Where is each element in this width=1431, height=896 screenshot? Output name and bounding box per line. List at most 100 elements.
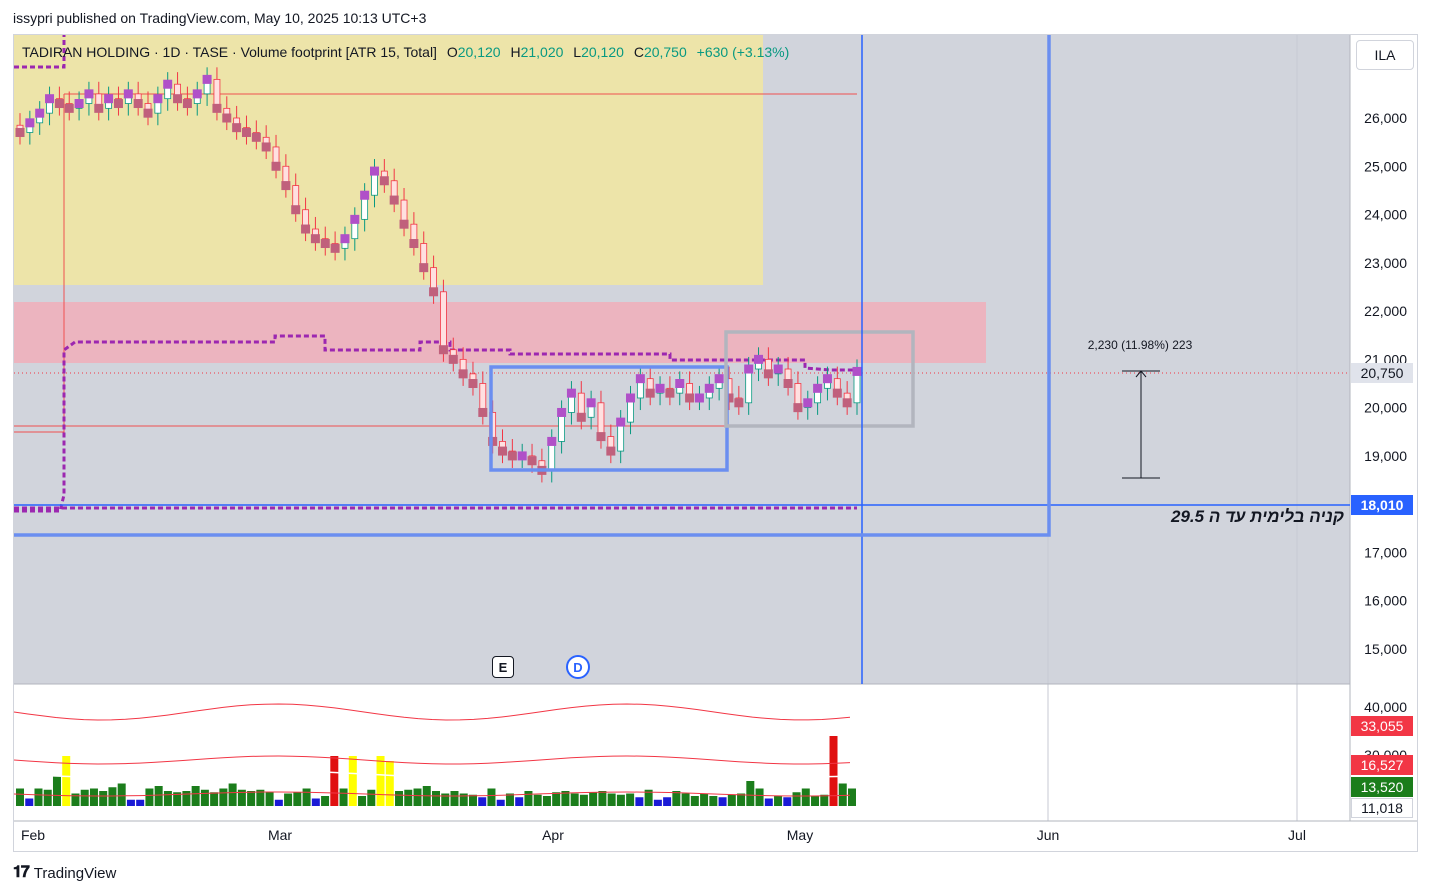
volume-bar (311, 798, 320, 806)
measure-label: 2,230 (11.98%) 223 (1087, 338, 1193, 352)
footprint-poc-marker (45, 94, 55, 104)
currency-button[interactable]: ILA (1356, 40, 1414, 70)
volume-bar (505, 793, 514, 806)
red-line-step (14, 94, 65, 433)
dividend-marker[interactable]: D (566, 655, 590, 679)
volume-bar (265, 792, 274, 806)
volume-tick-label: 40,000 (1364, 699, 1407, 715)
volume-bar (191, 786, 200, 806)
volume-bar (783, 797, 792, 806)
candle-body (597, 402, 605, 437)
footprint-poc-marker (448, 354, 458, 364)
footprint-poc-marker (419, 263, 429, 273)
footprint-poc-marker (35, 108, 45, 118)
volume-bar (99, 791, 108, 806)
volume-bar (746, 781, 755, 806)
footprint-poc-marker (192, 89, 202, 99)
footprint-poc-marker (182, 99, 192, 109)
footprint-poc-marker (360, 190, 370, 200)
volume-bar (598, 791, 607, 806)
footprint-poc-marker (389, 195, 399, 205)
footprint-poc-marker (478, 407, 488, 417)
volume-bar (117, 783, 126, 806)
volume-bar (256, 789, 265, 806)
candle-body (440, 291, 447, 351)
volume-bar (89, 788, 98, 806)
price-tick-label: 19,000 (1364, 448, 1407, 464)
footprint-poc-marker (261, 142, 271, 152)
volume-bar (145, 788, 154, 806)
last-price-tag: 20,750 (1351, 363, 1413, 383)
yellow-zone (14, 35, 763, 285)
footprint-poc-marker (438, 345, 448, 355)
volume-bar (34, 788, 43, 806)
volume-bar (515, 797, 524, 806)
volume-bar (690, 796, 699, 806)
volume-bar (395, 791, 404, 806)
chart-frame (13, 34, 1418, 852)
price-tick-label: 17,000 (1364, 544, 1407, 560)
footprint-poc-marker (468, 379, 478, 388)
volume-bar (764, 798, 773, 806)
volume-bar (432, 791, 440, 806)
horizontal-line-tag: 18,010 (1351, 495, 1413, 515)
legend-high: H21,020 (510, 44, 564, 60)
time-tick-label: Feb (21, 827, 45, 843)
candle-body (745, 368, 753, 404)
volume-bar (635, 797, 644, 806)
volume-bar (330, 756, 339, 806)
volume-bar (385, 761, 394, 806)
price-tick-label: 23,000 (1364, 255, 1407, 271)
volume-bar (542, 796, 551, 806)
footprint-poc-marker (694, 393, 704, 403)
volume-bar (811, 796, 820, 806)
footprint-poc-marker (813, 383, 823, 393)
footprint-poc-marker (596, 432, 606, 442)
footprint-poc-marker (369, 166, 379, 176)
volume-bar (533, 794, 542, 806)
volume-bar (700, 793, 709, 806)
footprint-poc-marker (803, 398, 813, 408)
purple-line-mid (14, 334, 855, 513)
footprint-poc-marker (173, 94, 183, 104)
volume-bar (672, 791, 681, 806)
blue-large-rect (14, 35, 1051, 537)
time-tick-label: Jun (1037, 827, 1060, 843)
volume-bar (321, 796, 330, 806)
footprint-poc-marker (665, 388, 675, 398)
footprint-poc-marker (517, 451, 527, 461)
legend-low: L20,120 (573, 44, 624, 60)
volume-bar (496, 799, 505, 806)
footprint-poc-marker (498, 446, 508, 456)
footprint-poc-marker (645, 388, 655, 398)
footprint-poc-marker (271, 161, 281, 171)
volume-bar (478, 797, 487, 806)
tradingview-logo[interactable]: 𝟏𝟕 TradingView (13, 864, 116, 882)
earnings-marker[interactable]: E (492, 656, 514, 678)
volume-bar (293, 792, 302, 806)
volume-bar (644, 789, 653, 806)
footprint-poc-marker (350, 214, 360, 224)
volume-bar (413, 788, 422, 806)
volume-bar (681, 793, 690, 806)
price-tick-label: 15,000 (1364, 641, 1407, 657)
volume-bar (154, 786, 163, 806)
footprint-poc-marker (566, 388, 576, 398)
footprint-poc-marker (783, 379, 793, 388)
footprint-poc-marker (301, 224, 311, 234)
volume-bar (62, 756, 71, 806)
volume-bar (173, 792, 182, 806)
time-tick-label: May (787, 827, 813, 843)
volume-bar (71, 793, 80, 806)
legend-symbol: TADIRAN HOLDING · 1D · TASE · Volume foo… (22, 44, 437, 60)
footprint-poc-marker (763, 369, 773, 379)
gray-range-box (724, 330, 915, 428)
volume-bar (709, 796, 718, 806)
volume-bar (663, 797, 672, 806)
legend-change: +630 (+3.13%) (696, 44, 790, 60)
volume-bar (228, 783, 237, 806)
footprint-poc-marker (744, 364, 754, 374)
volume-bar (52, 776, 61, 806)
footprint-poc-marker (842, 398, 852, 408)
